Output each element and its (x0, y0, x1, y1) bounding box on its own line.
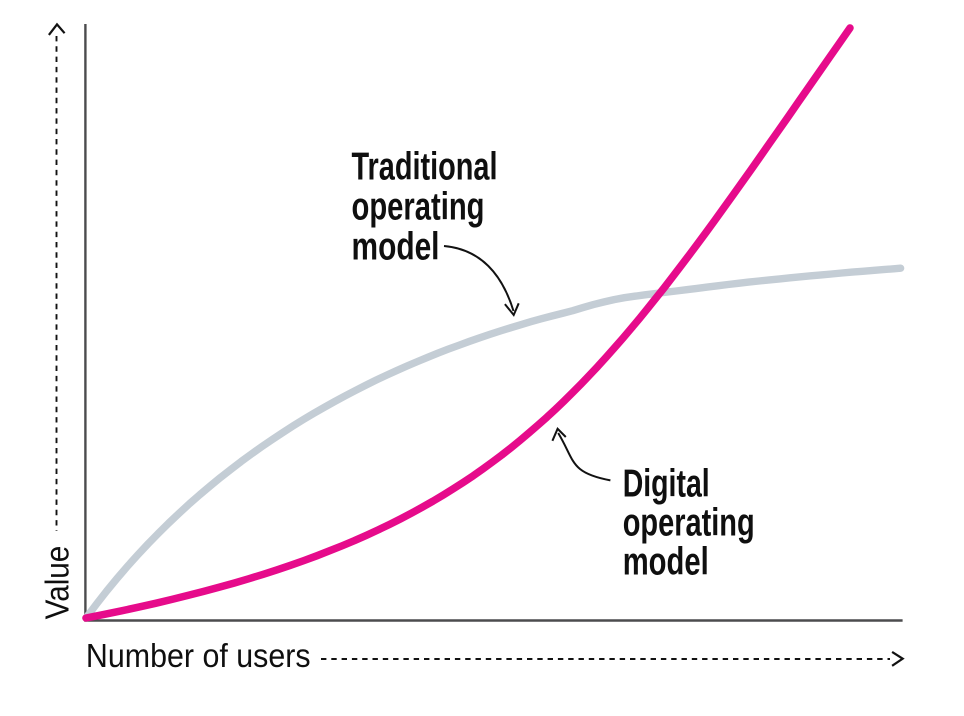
svg-text:model: model (623, 540, 709, 583)
svg-text:Traditional: Traditional (352, 146, 498, 189)
svg-text:operating: operating (623, 501, 755, 544)
svg-text:Number of users: Number of users (86, 637, 311, 674)
svg-text:Digital: Digital (623, 463, 710, 506)
svg-text:Value: Value (38, 546, 75, 620)
svg-text:operating: operating (352, 186, 485, 229)
svg-text:model: model (352, 225, 440, 268)
